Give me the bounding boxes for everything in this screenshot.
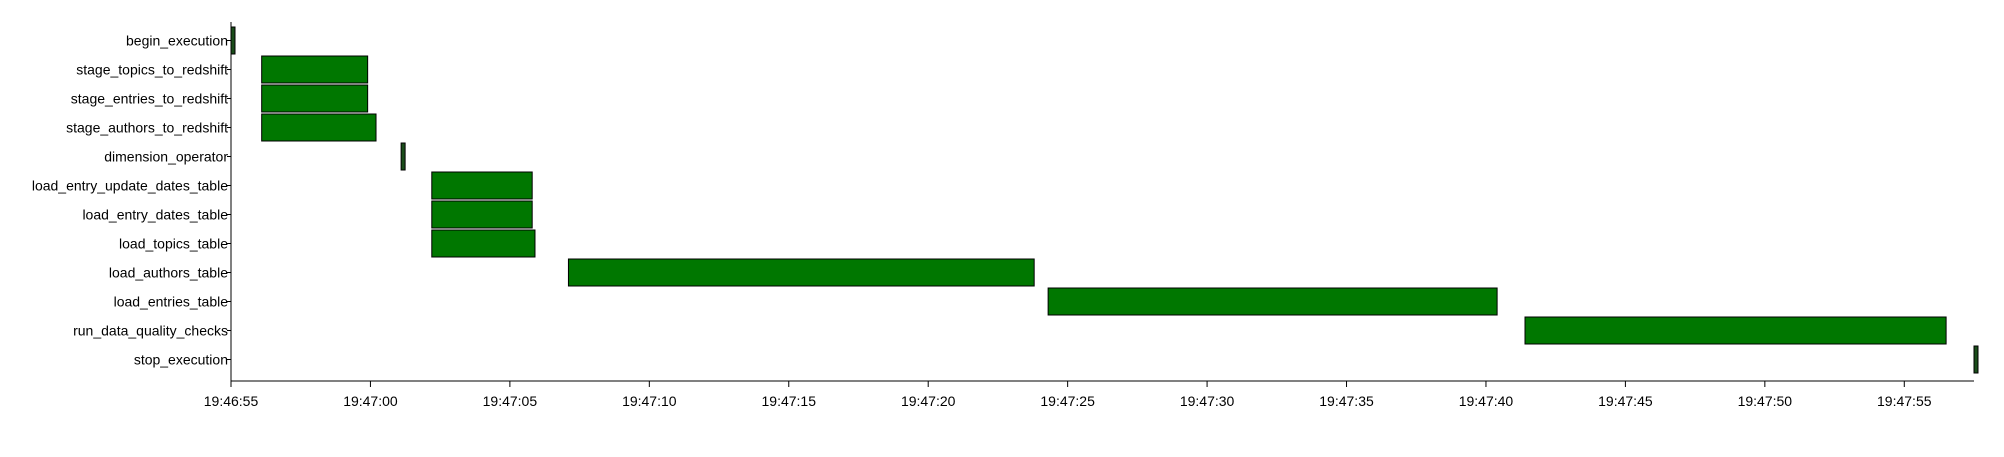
task-bar — [567, 258, 1035, 287]
task-label: load_authors_table — [109, 265, 228, 281]
x-tick-label: 19:47:55 — [1877, 393, 1932, 409]
x-tick-label: 19:47:30 — [1180, 393, 1235, 409]
x-tick-label: 19:47:20 — [901, 393, 956, 409]
task-bar — [431, 229, 536, 258]
task-bar — [431, 200, 533, 229]
task-bar — [261, 113, 377, 142]
task-label: run_data_quality_checks — [73, 323, 228, 339]
x-tick-label: 19:47:15 — [762, 393, 817, 409]
task-label: stage_topics_to_redshift — [76, 62, 228, 78]
task-bar — [261, 55, 369, 84]
task-bar — [1973, 345, 1979, 374]
task-bar — [1047, 287, 1498, 316]
x-tick-label: 19:47:25 — [1040, 393, 1095, 409]
task-label: load_entries_table — [114, 294, 229, 310]
task-label: load_topics_table — [119, 236, 228, 252]
task-label: stage_entries_to_redshift — [71, 91, 228, 107]
task-bar — [261, 84, 369, 113]
task-bar — [1524, 316, 1947, 345]
task-label: stage_authors_to_redshift — [66, 120, 228, 136]
task-label: begin_execution — [126, 33, 228, 49]
task-bar — [431, 171, 533, 200]
task-bar — [400, 142, 406, 171]
x-tick-label: 19:47:10 — [622, 393, 677, 409]
task-label: load_entry_dates_table — [82, 207, 228, 223]
task-bar — [230, 26, 236, 55]
x-tick-label: 19:47:00 — [343, 393, 398, 409]
x-tick-label: 19:47:45 — [1598, 393, 1653, 409]
task-label: load_entry_update_dates_table — [32, 178, 228, 194]
x-tick-label: 19:47:50 — [1738, 393, 1793, 409]
x-tick-label: 19:47:40 — [1459, 393, 1514, 409]
task-label: dimension_operator — [104, 149, 228, 165]
x-tick-label: 19:46:55 — [204, 393, 259, 409]
x-tick-label: 19:47:05 — [483, 393, 538, 409]
x-tick-label: 19:47:35 — [1319, 393, 1374, 409]
task-label: stop_execution — [134, 352, 228, 368]
